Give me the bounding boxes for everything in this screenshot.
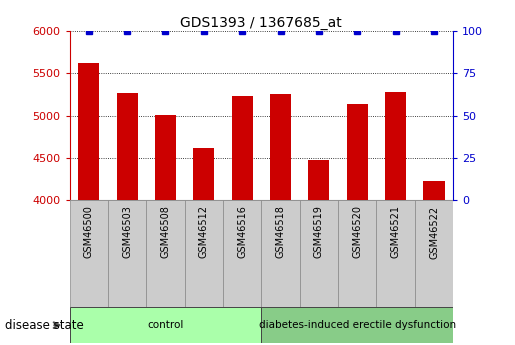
Text: GSM46516: GSM46516 [237, 205, 247, 258]
Text: GSM46522: GSM46522 [429, 205, 439, 258]
Bar [232, 96, 253, 200]
Text: GSM46518: GSM46518 [276, 205, 285, 258]
Bar [376, 200, 415, 307]
Text: GSM46520: GSM46520 [352, 205, 362, 258]
Bar [347, 104, 368, 200]
Bar [78, 63, 99, 200]
Bar [155, 115, 176, 200]
Text: disease state: disease state [5, 319, 84, 332]
Text: GSM46503: GSM46503 [122, 205, 132, 258]
Bar [338, 200, 376, 307]
Bar [223, 200, 261, 307]
Bar [415, 200, 453, 307]
Bar [184, 200, 223, 307]
Bar [270, 95, 291, 200]
Bar [385, 92, 406, 200]
Bar [300, 200, 338, 307]
Bar [261, 200, 300, 307]
Bar [261, 307, 453, 343]
Text: GSM46519: GSM46519 [314, 205, 324, 258]
Text: diabetes-induced erectile dysfunction: diabetes-induced erectile dysfunction [259, 320, 456, 330]
Bar [193, 148, 214, 200]
Bar [146, 200, 184, 307]
Title: GDS1393 / 1367685_at: GDS1393 / 1367685_at [180, 16, 342, 30]
Text: control: control [147, 320, 184, 330]
Bar [308, 160, 330, 200]
Text: GSM46508: GSM46508 [161, 205, 170, 258]
Text: GSM46512: GSM46512 [199, 205, 209, 258]
Text: GSM46500: GSM46500 [84, 205, 94, 258]
Bar [70, 307, 261, 343]
Bar [70, 200, 108, 307]
Bar [108, 200, 146, 307]
Bar [423, 181, 444, 200]
Text: GSM46521: GSM46521 [391, 205, 401, 258]
Bar [116, 93, 138, 200]
